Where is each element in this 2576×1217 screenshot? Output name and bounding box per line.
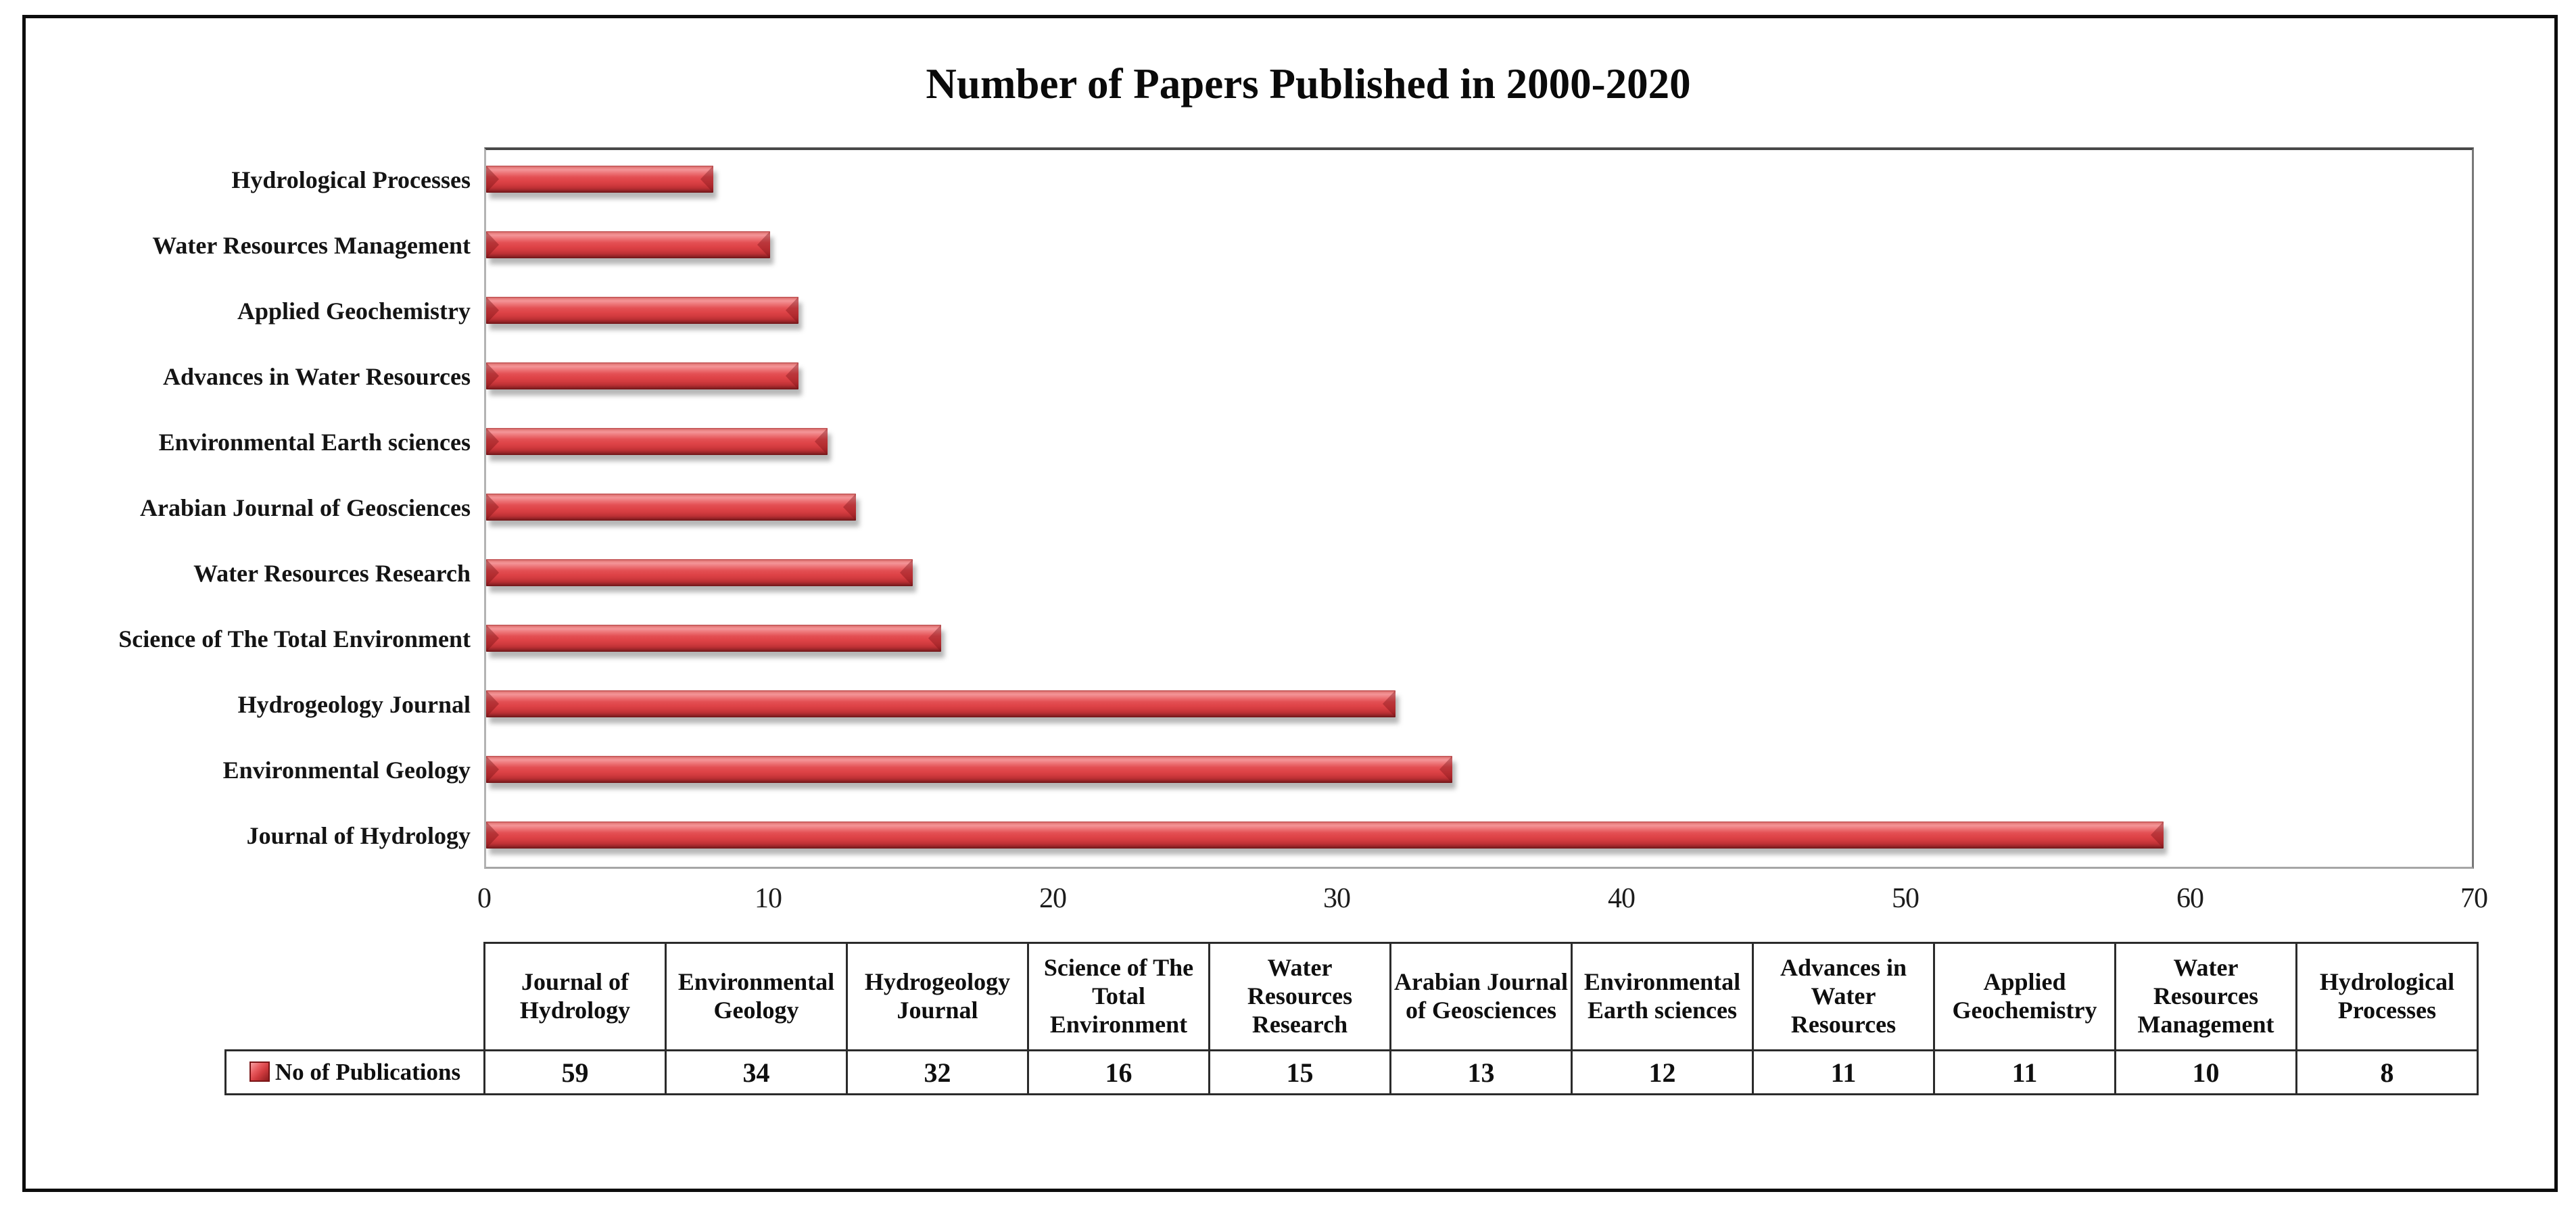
- table-header-cell: Water Resources Management: [2114, 942, 2297, 1051]
- table-value-cell: 11: [1933, 1049, 2116, 1095]
- table-value-cell: 16: [1027, 1049, 1210, 1095]
- bar: [486, 428, 828, 455]
- y-axis-label: Water Resources Management: [152, 232, 471, 259]
- chart-title: Number of Papers Published in 2000-2020: [926, 60, 1691, 108]
- x-axis-tick-label: 20: [1039, 883, 1067, 914]
- legend-marker-icon: [249, 1061, 270, 1082]
- y-axis-label: Hydrological Processes: [231, 166, 471, 193]
- bar: [486, 625, 941, 652]
- bar: [486, 362, 798, 389]
- table-value-cell: 11: [1752, 1049, 1935, 1095]
- bar: [486, 166, 713, 193]
- y-axis-label: Journal of Hydrology: [246, 822, 471, 849]
- y-axis-label: Environmental Earth sciences: [158, 429, 471, 456]
- table-value-cell: 15: [1208, 1049, 1391, 1095]
- x-axis-tick-label: 50: [1892, 883, 1919, 914]
- y-axis-label: Applied Geochemistry: [237, 297, 471, 325]
- table-header-cell: Arabian Journal of Geosciences: [1389, 942, 1573, 1051]
- bar: [486, 494, 856, 521]
- table-header-cell: Science of The Total Environment: [1027, 942, 1210, 1051]
- table-blank-cell: [226, 943, 485, 1051]
- legend-key: No of Publications: [224, 1049, 485, 1095]
- x-axis-tick-label: 30: [1323, 883, 1351, 914]
- x-axis-tick-label: 70: [2460, 883, 2488, 914]
- table-value-cell: 59: [483, 1049, 667, 1095]
- bar: [486, 821, 2164, 849]
- x-axis-tick-label: 0: [477, 883, 492, 914]
- bar: [486, 559, 913, 586]
- table-value-cell: 13: [1389, 1049, 1573, 1095]
- chart-border-frame: [22, 15, 2558, 1192]
- table-header-cell: Advances in Water Resources: [1752, 942, 1935, 1051]
- table-header-cell: Environmental Geology: [665, 942, 848, 1051]
- table-header-cell: Environmental Earth sciences: [1571, 942, 1754, 1051]
- y-axis-label: Science of The Total Environment: [118, 625, 471, 652]
- legend-label: No of Publications: [275, 1059, 461, 1085]
- bar: [486, 297, 798, 324]
- table-header-cell: Water Resources Research: [1208, 942, 1391, 1051]
- bar: [486, 231, 770, 258]
- bar: [486, 690, 1396, 717]
- y-axis-label: Arabian Journal of Geosciences: [140, 494, 471, 521]
- x-axis-tick-label: 60: [2176, 883, 2204, 914]
- x-axis-tick-label: 40: [1608, 883, 1636, 914]
- bar: [486, 756, 1452, 783]
- table-value-cell: 12: [1571, 1049, 1754, 1095]
- table-header-cell: Hydrogeology Journal: [846, 942, 1029, 1051]
- x-axis-tick-label: 10: [755, 883, 782, 914]
- data-table: Journal of Hydrology Environmental Geolog…: [224, 942, 2479, 1095]
- table-value-cell: 34: [665, 1049, 848, 1095]
- table-header-cell: Hydrological Processes: [2295, 942, 2479, 1051]
- table-header-cell: Journal of Hydrology: [483, 942, 667, 1051]
- table-value-cell: 10: [2114, 1049, 2297, 1095]
- y-axis-label: Environmental Geology: [222, 757, 471, 784]
- y-axis-label: Advances in Water Resources: [163, 363, 471, 390]
- table-value-cell: 8: [2295, 1049, 2479, 1095]
- y-axis-label: Water Resources Research: [193, 560, 471, 587]
- table-value-cell: 32: [846, 1049, 1029, 1095]
- table-header-cell: Applied Geochemistry: [1933, 942, 2116, 1051]
- y-axis-label: Hydrogeology Journal: [237, 691, 471, 718]
